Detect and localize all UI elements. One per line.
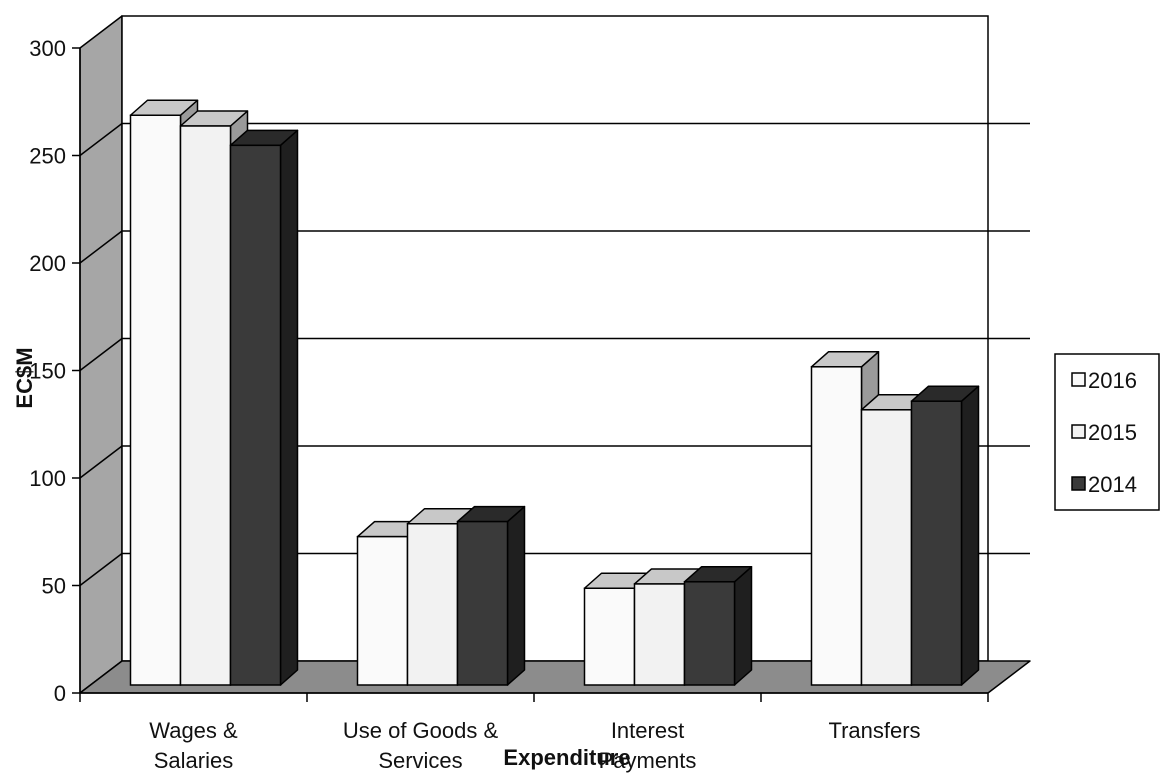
gridline-side <box>79 552 123 587</box>
legend-label: 2014 <box>1088 472 1137 497</box>
bar-front <box>129 114 182 686</box>
y-tick-label: 50 <box>42 574 66 599</box>
y-tick-label: 100 <box>29 466 66 491</box>
legend: 2016 2015 2014 <box>1054 353 1160 511</box>
bar-2014 <box>683 566 753 686</box>
y-tick-label: 200 <box>29 251 66 276</box>
bar-front <box>406 523 459 686</box>
bar-front <box>810 366 863 686</box>
legend-swatch <box>1071 372 1086 387</box>
x-category-label: Payments <box>599 748 697 773</box>
gridline-side <box>79 230 123 264</box>
x-category-label: Use of Goods & <box>343 718 499 743</box>
bar-front <box>456 520 509 686</box>
bar-front <box>683 581 736 686</box>
y-tick-label: 0 <box>54 681 66 706</box>
bar-2014 <box>456 505 526 686</box>
bar-side <box>506 505 526 686</box>
bar-front <box>910 400 963 686</box>
bar-2014 <box>229 129 299 686</box>
bar-side <box>960 385 980 686</box>
x-category-label: Interest <box>611 718 684 743</box>
x-category-label: Salaries <box>154 748 233 773</box>
x-axis-title: Expenditure <box>503 745 630 770</box>
gridline-side <box>79 122 123 157</box>
legend-label: 2016 <box>1088 368 1137 393</box>
axes: 0 50 100 150 200 250 300 Wages & Salaries Use of … <box>29 36 989 773</box>
bar-front <box>179 125 232 686</box>
bar-side <box>279 129 299 686</box>
y-axis-title: EC$M <box>12 347 37 408</box>
y-tick-label: 150 <box>29 359 66 384</box>
bar-front <box>356 535 409 686</box>
bar-front <box>860 409 913 686</box>
x-category-label: Transfers <box>828 718 920 743</box>
bar-front <box>633 583 686 686</box>
bar-front <box>229 144 282 686</box>
bar-2014 <box>910 385 980 686</box>
bar-front <box>583 587 636 686</box>
bars <box>129 99 980 686</box>
y-tick-label: 300 <box>29 36 66 61</box>
gridline-side <box>79 445 123 479</box>
x-category-label: Services <box>378 748 462 773</box>
bar-side <box>733 566 753 686</box>
legend-swatch <box>1071 476 1086 491</box>
x-category-label: Wages & <box>149 718 238 743</box>
y-tick-label: 250 <box>29 144 66 169</box>
legend-swatch <box>1071 424 1086 439</box>
legend-label: 2015 <box>1088 420 1137 445</box>
gridline-side <box>79 337 123 372</box>
